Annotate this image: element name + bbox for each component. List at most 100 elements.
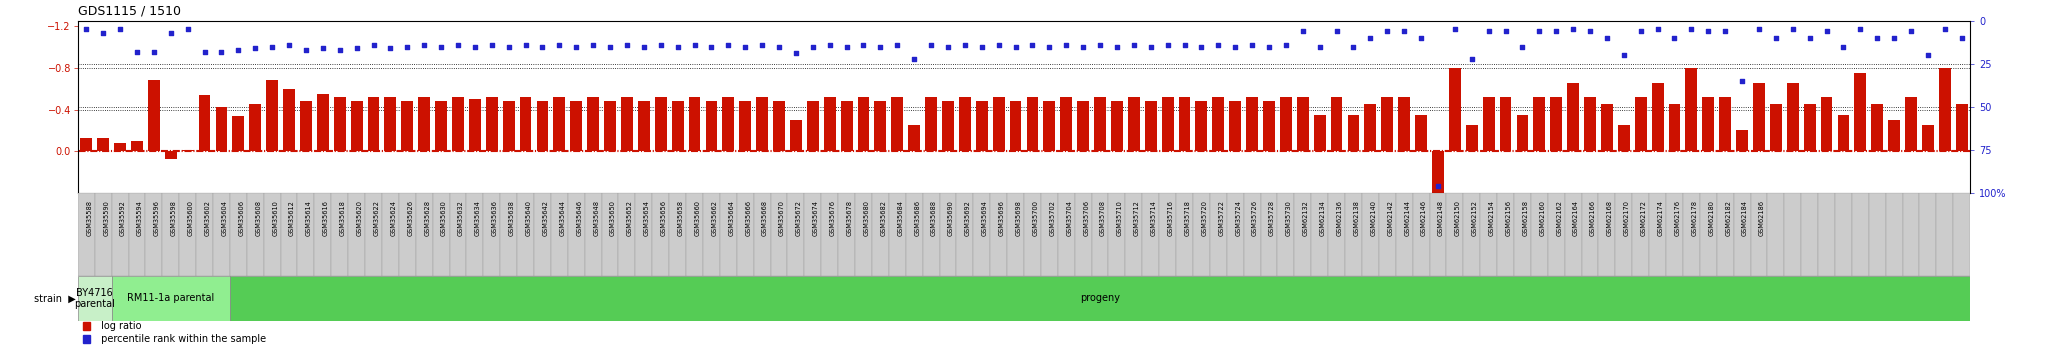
Bar: [199, 95, 211, 151]
Text: GSM35590: GSM35590: [102, 200, 109, 236]
Text: GSM35604: GSM35604: [221, 200, 227, 236]
Text: GSM62184: GSM62184: [1743, 200, 1749, 236]
Point: [1473, 28, 1505, 34]
Bar: [1851, 193, 1868, 276]
Bar: [1718, 97, 1731, 151]
Text: GSM35630: GSM35630: [440, 200, 446, 236]
Text: GSM35628: GSM35628: [424, 200, 430, 236]
Bar: [1804, 104, 1817, 151]
Bar: [989, 193, 1008, 276]
Bar: [940, 193, 956, 276]
Bar: [1075, 193, 1092, 276]
Bar: [1597, 193, 1616, 276]
Point: [1270, 42, 1303, 48]
Bar: [1413, 193, 1430, 276]
Bar: [434, 101, 446, 151]
Text: GSM35656: GSM35656: [662, 200, 668, 236]
Bar: [1327, 193, 1346, 276]
Bar: [197, 193, 213, 276]
Bar: [1651, 83, 1663, 151]
Bar: [520, 97, 532, 151]
Text: GSM35638: GSM35638: [508, 200, 514, 236]
Point: [307, 46, 340, 51]
Point: [1370, 28, 1403, 34]
Bar: [1769, 104, 1782, 151]
Text: GSM62174: GSM62174: [1657, 200, 1663, 236]
Bar: [418, 97, 430, 151]
Bar: [567, 193, 586, 276]
Bar: [1192, 193, 1210, 276]
Bar: [956, 193, 973, 276]
Point: [475, 42, 508, 48]
Bar: [516, 193, 535, 276]
Point: [1505, 44, 1538, 49]
Bar: [872, 193, 889, 276]
Bar: [891, 97, 903, 151]
Point: [424, 44, 457, 49]
Point: [965, 44, 997, 49]
Bar: [1686, 68, 1698, 151]
Bar: [367, 97, 379, 151]
Bar: [942, 101, 954, 151]
Point: [745, 42, 778, 48]
Text: GSM35620: GSM35620: [356, 200, 362, 236]
Bar: [94, 193, 111, 276]
Bar: [651, 193, 670, 276]
Bar: [1786, 83, 1798, 151]
Text: GSM35624: GSM35624: [391, 200, 397, 236]
Text: GSM62164: GSM62164: [1573, 200, 1579, 236]
Point: [1894, 28, 1927, 34]
Point: [983, 42, 1016, 48]
Bar: [604, 101, 616, 151]
Bar: [588, 97, 600, 151]
Bar: [1716, 193, 1733, 276]
Point: [1624, 28, 1657, 34]
Bar: [670, 193, 686, 276]
Point: [188, 49, 221, 55]
Bar: [1567, 83, 1579, 151]
Point: [1421, 184, 1454, 189]
Text: GSM35686: GSM35686: [913, 200, 920, 236]
Text: GSM35596: GSM35596: [154, 200, 160, 236]
Bar: [1178, 97, 1190, 151]
Point: [137, 49, 170, 55]
Point: [1389, 28, 1421, 34]
Text: GSM62182: GSM62182: [1724, 200, 1731, 236]
Text: GSM35602: GSM35602: [205, 200, 211, 236]
Point: [881, 42, 913, 48]
Bar: [1649, 193, 1665, 276]
Text: GSM35658: GSM35658: [678, 200, 684, 236]
Text: GSM62176: GSM62176: [1675, 200, 1681, 236]
Bar: [1294, 193, 1311, 276]
Bar: [80, 138, 92, 151]
Point: [70, 27, 102, 32]
Text: GSM62148: GSM62148: [1438, 200, 1444, 236]
Point: [813, 42, 846, 48]
Point: [1573, 28, 1606, 34]
Point: [897, 56, 930, 61]
Bar: [1903, 193, 1919, 276]
Bar: [297, 193, 315, 276]
Text: GSM35636: GSM35636: [492, 200, 498, 236]
Bar: [618, 193, 635, 276]
Text: strain  ▶: strain ▶: [35, 294, 76, 303]
Bar: [467, 193, 483, 276]
Text: GSM35690: GSM35690: [948, 200, 954, 236]
Text: GSM35682: GSM35682: [881, 200, 887, 236]
Bar: [1380, 97, 1393, 151]
Point: [1202, 42, 1235, 48]
Bar: [586, 193, 602, 276]
Bar: [350, 101, 362, 151]
Bar: [485, 97, 498, 151]
Text: GSM35670: GSM35670: [778, 200, 784, 236]
Bar: [1837, 115, 1849, 151]
Point: [1354, 35, 1386, 41]
Bar: [907, 125, 920, 151]
Bar: [719, 193, 737, 276]
Bar: [401, 101, 414, 151]
Text: GSM35588: GSM35588: [86, 200, 92, 236]
Text: GSM35712: GSM35712: [1135, 200, 1141, 236]
Point: [205, 49, 238, 55]
Point: [1118, 42, 1151, 48]
Bar: [1040, 193, 1057, 276]
